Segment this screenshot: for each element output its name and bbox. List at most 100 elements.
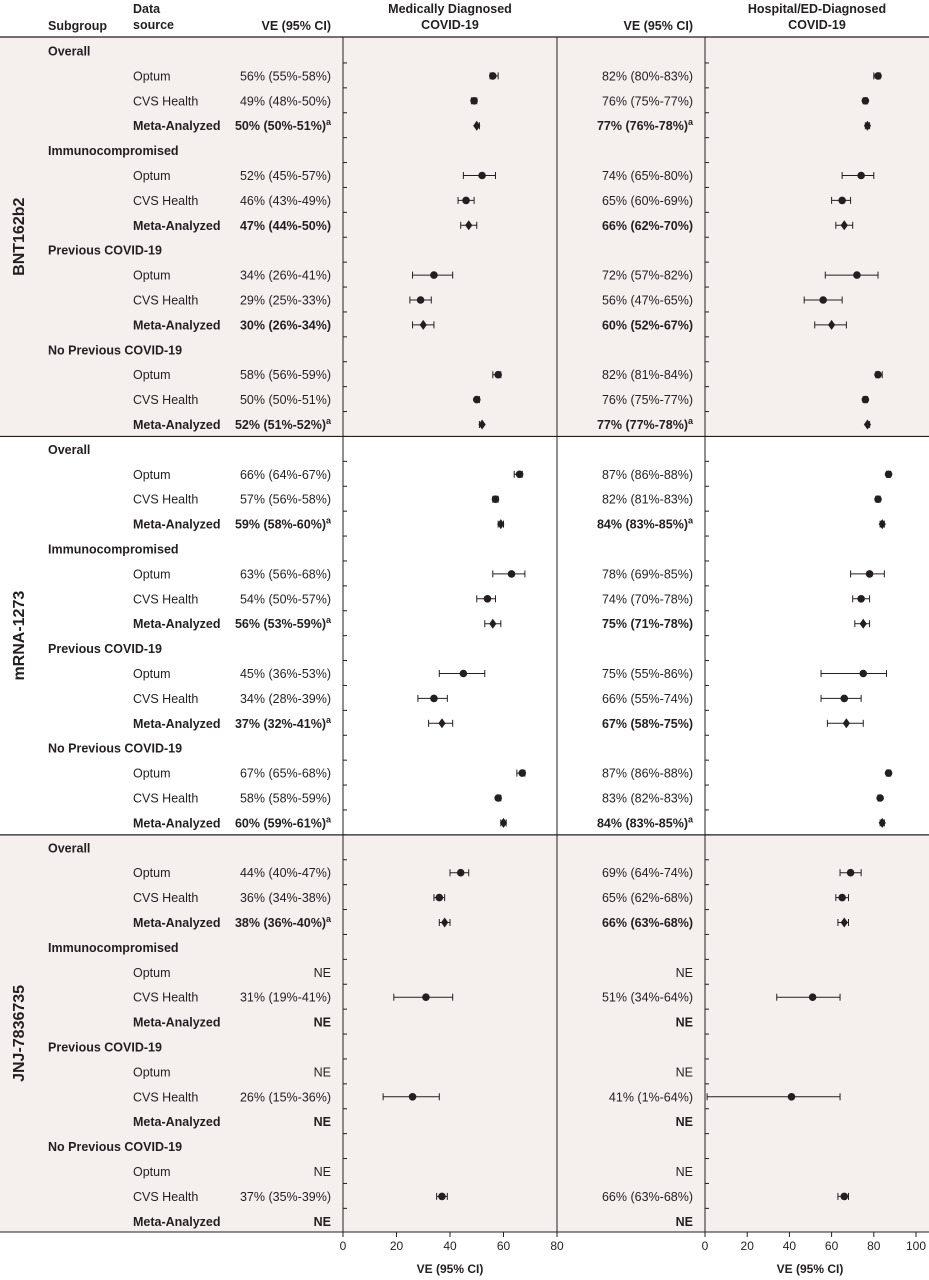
md-ve-text: 60% (59%-61%)a <box>235 814 332 830</box>
point-estimate-dot <box>408 1093 417 1101</box>
md-ve-text: 52% (45%-57%) <box>240 169 331 183</box>
hosp-ve-text-value: 66% (63%-68%) <box>602 1190 693 1204</box>
point-estimate-dot <box>438 1192 446 1201</box>
hosp-panel-title-line1: Hospital/ED-Diagnosed <box>748 2 886 16</box>
md-estimate <box>513 470 524 479</box>
data-source-label: Optum <box>133 1065 171 1079</box>
md-estimate <box>428 718 454 729</box>
md-ve-text-footnote: a <box>326 715 332 725</box>
hosp-ve-text-value: 60% (52%-67%) <box>602 318 693 332</box>
md-estimate <box>516 769 527 777</box>
md-estimate <box>484 618 502 629</box>
md-estimate <box>460 220 478 231</box>
hosp-estimate <box>820 694 862 703</box>
md-ve-text-footnote: a <box>326 117 332 127</box>
point-estimate-dot <box>808 993 817 1001</box>
data-source-label: Optum <box>133 567 171 581</box>
data-source-header-line2: source <box>133 18 174 32</box>
data-source-label: CVS Health <box>133 194 198 208</box>
md-ve-text-value: NE <box>314 1065 331 1079</box>
hosp-ve-text-value: NE <box>676 1165 693 1179</box>
vaccine-label: mRNA-1273 <box>11 591 28 681</box>
point-estimate-diamond <box>840 220 848 231</box>
md-estimate <box>393 993 454 1001</box>
md-estimate <box>489 72 499 80</box>
point-estimate-diamond <box>878 519 886 530</box>
point-estimate-dot <box>472 395 481 404</box>
md-ve-text: 26% (15%-36%) <box>240 1090 331 1104</box>
md-ve-text-value: 60% (59%-61%) <box>235 816 326 830</box>
md-ve-text-value: 34% (28%-39%) <box>240 692 331 706</box>
md-ve-text-value: 49% (48%-50%) <box>240 94 331 108</box>
hosp-estimate <box>837 917 849 928</box>
data-source-label: Meta-Analyzed <box>133 418 221 432</box>
md-ve-text: NE <box>314 1165 331 1179</box>
point-estimate-diamond <box>497 519 505 530</box>
hosp-ve-text: 66% (63%-68%) <box>602 916 693 930</box>
md-ve-text-value: 34% (26%-41%) <box>240 269 331 283</box>
md-ve-text: 29% (25%-33%) <box>240 294 331 308</box>
hosp-ve-text-value: 78% (69%-85%) <box>602 567 693 581</box>
hosp-ve-text-value: 72% (57%-82%) <box>602 269 693 283</box>
md-ve-text: NE <box>314 1065 331 1079</box>
hosp-ve-text: 41% (1%-64%) <box>609 1090 693 1104</box>
data-source-label: CVS Health <box>133 94 198 108</box>
subgroup-label: Previous COVID-19 <box>48 642 162 656</box>
point-estimate-dot <box>416 296 425 304</box>
hosp-estimate <box>874 495 882 504</box>
point-estimate-diamond <box>859 618 867 629</box>
subgroup-label: Immunocompromised <box>48 144 179 158</box>
hosp-ve-text-value: 76% (75%-77%) <box>602 94 693 108</box>
hosp-x-tick-label: 60 <box>825 1239 839 1253</box>
md-estimate <box>497 519 505 530</box>
hosp-ve-text: 69% (64%-74%) <box>602 866 693 880</box>
point-estimate-dot <box>456 868 465 877</box>
md-ve-text-value: 52% (51%-52%) <box>235 418 326 432</box>
hosp-x-tick-label: 100 <box>906 1239 926 1253</box>
point-estimate-diamond <box>863 120 872 131</box>
hosp-x-axis-label: VE (95% CI) <box>777 1262 844 1276</box>
point-estimate-diamond <box>878 817 886 828</box>
hosp-ve-text-value: 82% (81%-84%) <box>602 368 693 382</box>
hosp-ve-text: 74% (65%-80%) <box>602 169 693 183</box>
shaded-band-2 <box>0 834 929 1232</box>
hosp-ve-text: 56% (47%-65%) <box>602 294 693 308</box>
hosp-ve-text: 82% (81%-83%) <box>602 493 693 507</box>
hosp-ve-text-value: 84% (83%-85%) <box>597 816 688 830</box>
md-ve-text: 37% (35%-39%) <box>240 1190 331 1204</box>
data-source-label: Meta-Analyzed <box>133 119 221 133</box>
hosp-estimate <box>831 196 852 205</box>
data-source-label: CVS Health <box>133 592 198 606</box>
md-estimate <box>409 296 432 304</box>
hosp-ve-text-value: 65% (62%-68%) <box>602 891 693 905</box>
point-estimate-dot <box>507 570 516 578</box>
hosp-estimate <box>861 97 870 105</box>
data-source-label: CVS Health <box>133 294 198 308</box>
hosp-ve-text-footnote: a <box>688 814 694 824</box>
md-x-tick-label: 20 <box>390 1239 404 1253</box>
md-ve-text-value: NE <box>314 1016 331 1030</box>
data-source-label: Meta-Analyzed <box>133 916 221 930</box>
data-source-label: Meta-Analyzed <box>133 318 221 332</box>
hosp-ve-text: NE <box>676 1215 693 1229</box>
hosp-ve-text: 60% (52%-67%) <box>602 318 693 332</box>
hosp-ve-text-value: 77% (76%-78%) <box>597 119 688 133</box>
md-ve-text: 56% (53%-59%)a <box>235 615 332 631</box>
hosp-ve-text-value: 87% (86%-88%) <box>602 468 693 482</box>
md-ve-text-value: 26% (15%-36%) <box>240 1090 331 1104</box>
md-ve-text: 59% (58%-60%)a <box>235 516 332 532</box>
hosp-ve-text-value: 56% (47%-65%) <box>602 294 693 308</box>
point-estimate-dot <box>884 769 893 777</box>
md-x-tick-label: 60 <box>497 1239 511 1253</box>
point-estimate-dot <box>819 296 827 304</box>
md-ve-text: NE <box>314 1016 331 1030</box>
md-estimate <box>492 370 502 379</box>
data-source-label: Meta-Analyzed <box>133 1215 221 1229</box>
hosp-ve-text-footnote: a <box>688 416 694 426</box>
md-ve-text: 46% (43%-49%) <box>240 194 331 208</box>
hosp-ve-text-value: 87% (86%-88%) <box>602 767 693 781</box>
data-source-label: Optum <box>133 468 171 482</box>
point-estimate-dot <box>787 1093 796 1101</box>
data-source-label: CVS Health <box>133 1190 198 1204</box>
data-source-label: Optum <box>133 866 171 880</box>
